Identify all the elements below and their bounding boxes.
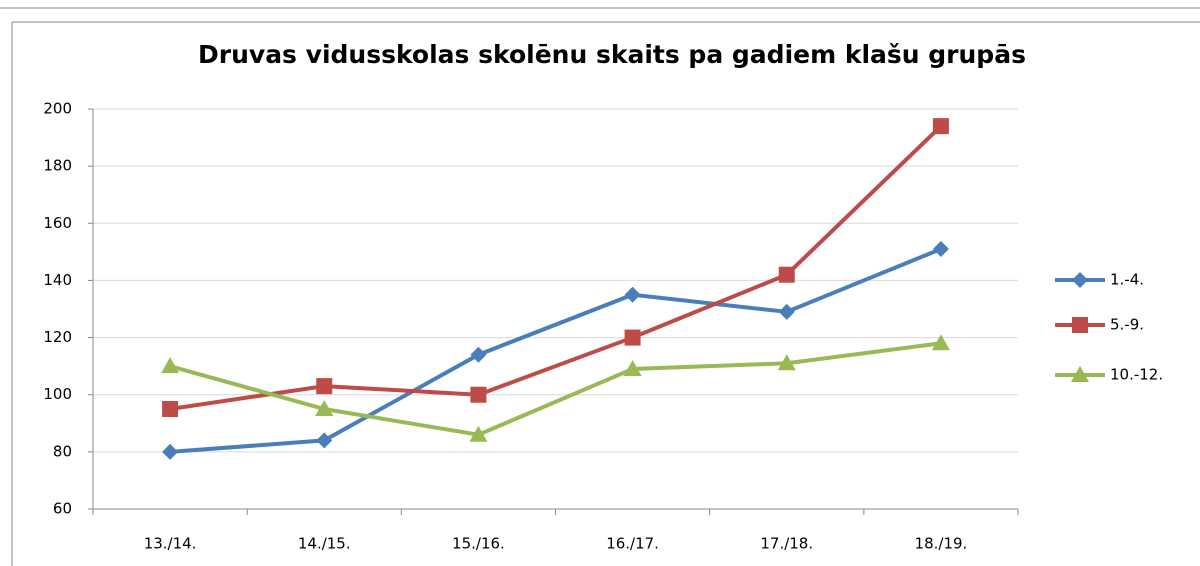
x-tick-label: 17./18. xyxy=(760,535,813,553)
marker xyxy=(470,346,487,363)
marker xyxy=(162,401,179,417)
marker xyxy=(316,378,333,395)
y-tick-label: 80 xyxy=(53,442,72,460)
marker xyxy=(777,354,796,371)
marker xyxy=(624,286,641,303)
marker xyxy=(1071,366,1089,382)
marker xyxy=(932,241,949,257)
marker xyxy=(1072,317,1088,333)
line xyxy=(169,124,943,411)
y-tick-label: 180 xyxy=(43,157,72,175)
marker xyxy=(162,443,179,460)
y-tick-label: 100 xyxy=(43,385,72,403)
marker xyxy=(1072,272,1088,288)
marker xyxy=(778,303,795,320)
y-tick-label: 140 xyxy=(43,271,72,289)
line xyxy=(169,341,942,437)
chart-title: Druvas vidusskolas skolēnu skaits pa gad… xyxy=(198,40,1026,69)
x-tick-label: 13./14. xyxy=(144,535,197,553)
legend-label: 10.-12. xyxy=(1110,366,1163,384)
x-tick-label: 18./19. xyxy=(915,535,968,553)
y-tick-label: 200 xyxy=(43,100,72,118)
x-tick-label: 14./15. xyxy=(298,535,351,553)
y-tick-label: 120 xyxy=(43,328,72,346)
marker xyxy=(470,386,487,403)
line xyxy=(169,247,942,454)
marker xyxy=(624,329,641,346)
y-tick-label: 60 xyxy=(53,500,72,518)
legend-label: 5.-9. xyxy=(1110,316,1144,334)
marker xyxy=(315,400,334,416)
legend-label: 1.-4. xyxy=(1110,271,1144,289)
marker xyxy=(469,425,488,442)
marker xyxy=(623,360,642,376)
marker xyxy=(931,334,950,351)
marker xyxy=(316,432,333,449)
x-tick-label: 15./16. xyxy=(452,535,505,553)
y-tick-label: 160 xyxy=(43,214,72,232)
marker xyxy=(778,266,795,283)
marker xyxy=(932,118,949,135)
marker xyxy=(161,357,180,374)
x-tick-label: 16./17. xyxy=(606,535,659,553)
